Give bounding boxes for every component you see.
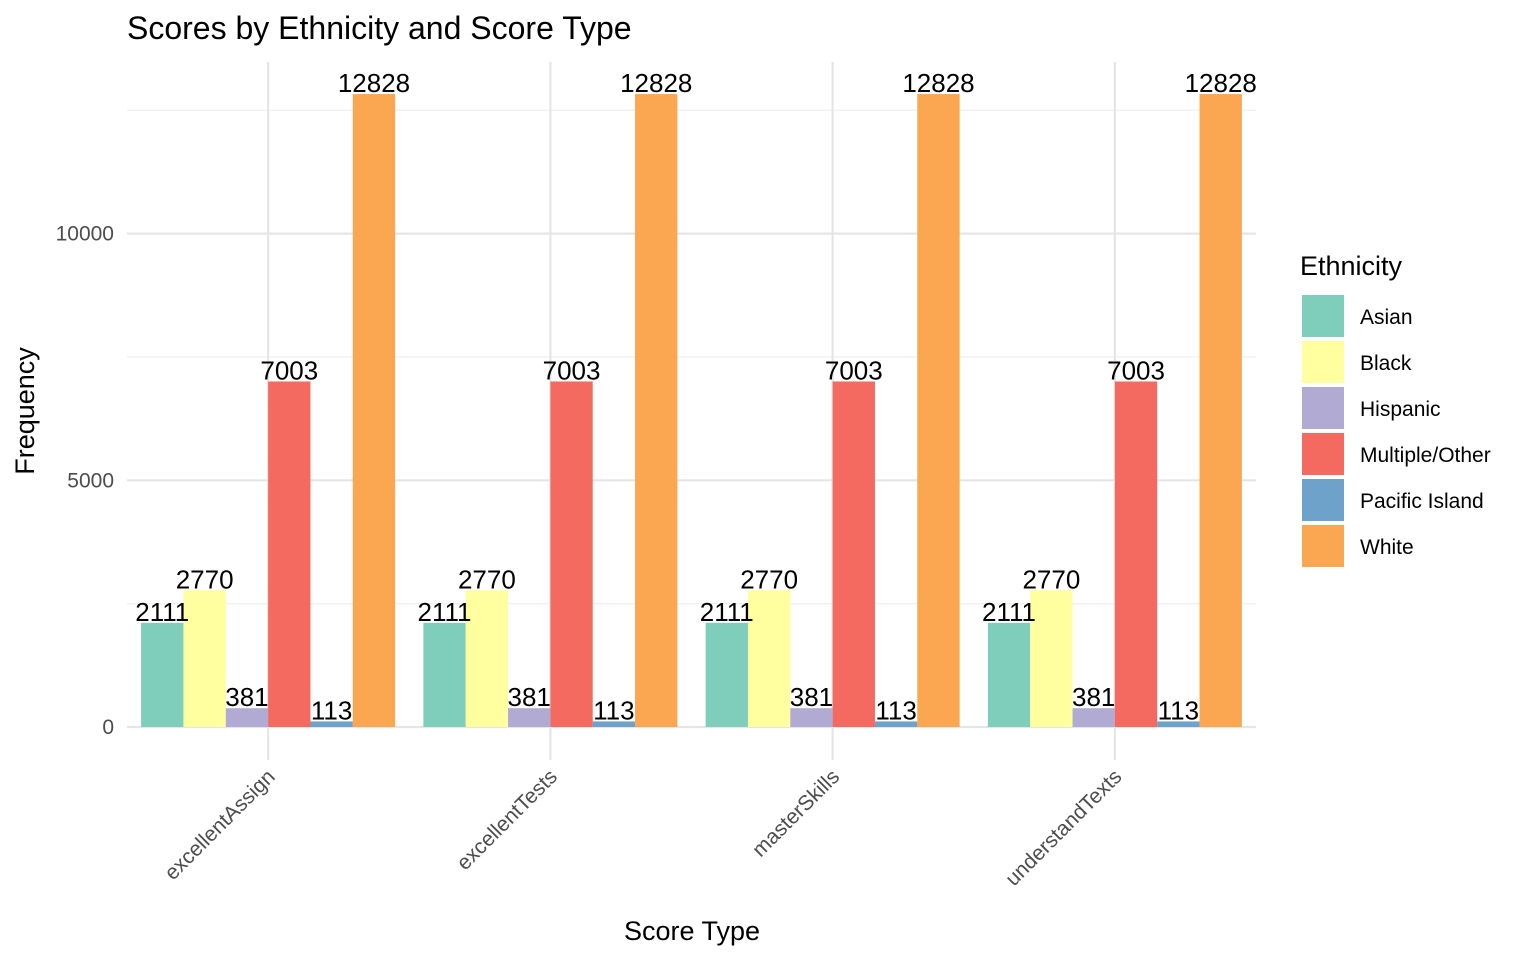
legend-swatch (1302, 479, 1344, 521)
bar (225, 708, 269, 727)
legend-label: White (1360, 536, 1414, 559)
legend-swatch (1302, 341, 1344, 383)
data-label: 7003 (260, 355, 318, 385)
data-label: 2770 (740, 564, 798, 594)
legend-swatch (1302, 525, 1344, 567)
data-label: 2111 (700, 597, 754, 627)
data-label: 12828 (902, 68, 974, 98)
data-label: 12828 (1185, 68, 1257, 98)
legend-label: Pacific Island (1360, 490, 1484, 513)
data-label: 2770 (1022, 564, 1080, 594)
bar (1114, 381, 1158, 727)
bar (705, 622, 748, 727)
y-tick-label: 0 (102, 716, 114, 739)
legend-label: Black (1360, 352, 1412, 375)
bar (874, 721, 918, 727)
data-label: 2111 (982, 597, 1036, 627)
legend: Ethnicity Asian Black Hispanic Multiple/Oth… (1300, 251, 1491, 567)
data-label: 7003 (543, 355, 601, 385)
bar (747, 590, 791, 727)
data-label: 7003 (1107, 355, 1165, 385)
bar (1157, 721, 1200, 727)
y-tick-label: 10000 (56, 223, 114, 246)
bar (465, 590, 509, 727)
x-axis-title: Score Type (624, 916, 760, 946)
x-tick-label: excellentAssign (160, 765, 279, 884)
x-tick-label: understandTexts (1001, 765, 1126, 890)
bar (268, 381, 311, 727)
legend-label: Hispanic (1360, 398, 1441, 421)
bar (352, 94, 396, 728)
data-label: 12828 (338, 68, 410, 98)
chart-title: Scores by Ethnicity and Score Type (127, 10, 632, 46)
bar (1199, 94, 1242, 728)
data-label: 381 (1072, 682, 1115, 712)
bar (141, 622, 184, 727)
data-label: 113 (1158, 695, 1199, 725)
data-label: 381 (790, 682, 833, 712)
legend-items: Asian Black Hispanic Multiple/Other Pacific … (1302, 295, 1491, 567)
y-axis-ticks: 0 5000 10000 (56, 223, 114, 739)
data-label: 381 (225, 682, 268, 712)
bar (1072, 708, 1115, 727)
bar (635, 94, 678, 728)
data-label: 2111 (135, 597, 189, 627)
data-label: 2111 (418, 597, 472, 627)
bar (310, 721, 353, 727)
y-tick-label: 5000 (67, 469, 114, 492)
legend-swatch (1302, 433, 1344, 475)
bar (1030, 590, 1073, 727)
data-label: 381 (508, 682, 551, 712)
data-labels: 2111277038170031131282821112770381700311… (135, 68, 1257, 725)
bar (183, 590, 226, 727)
x-tick-label: excellentTests (452, 765, 562, 875)
data-label: 2770 (176, 564, 234, 594)
bar (423, 622, 466, 727)
data-label: 12828 (620, 68, 692, 98)
legend-swatch (1302, 295, 1344, 337)
data-label: 113 (875, 695, 916, 725)
legend-swatch (1302, 387, 1344, 429)
bar (832, 381, 875, 727)
x-tick-label: masterSkills (748, 765, 844, 861)
bar (508, 708, 551, 727)
legend-label: Asian (1360, 306, 1413, 329)
x-axis-ticks: excellentAssign excellentTests masterSkill… (160, 765, 1126, 890)
bar (917, 94, 960, 728)
bar (790, 708, 833, 727)
legend-label: Multiple/Other (1360, 444, 1491, 467)
bar (592, 721, 636, 727)
data-label: 113 (593, 695, 634, 725)
bar (550, 381, 593, 727)
y-axis-title: Frequency (10, 347, 40, 475)
bar (987, 622, 1031, 727)
data-label: 2770 (458, 564, 516, 594)
legend-title: Ethnicity (1300, 251, 1403, 281)
data-label: 7003 (825, 355, 883, 385)
data-label: 113 (311, 695, 352, 725)
bars (141, 94, 1242, 728)
